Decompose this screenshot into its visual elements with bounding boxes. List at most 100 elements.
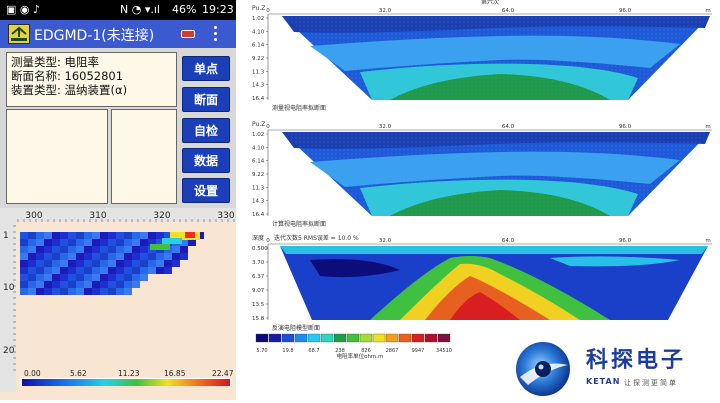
panel-y-tick: 6.37 (252, 274, 265, 280)
measurement-info: 测量类型: 电阻率 断面名称: 16052801 装置类型: 温纳装置(α) (6, 52, 177, 107)
phone-data-cell (20, 239, 28, 246)
phone-data-cell (44, 267, 52, 274)
panel-y-tick: 9.07 (252, 288, 265, 294)
phone-data-cell (124, 274, 132, 281)
sub-panel-right (111, 109, 177, 204)
phone-data-cell (116, 239, 124, 246)
panel-y-tick: 4.10 (252, 29, 265, 35)
brand-slogan: 让探测更简单 (624, 379, 678, 387)
phone-data-cell (92, 274, 100, 281)
phone-data-cell (76, 239, 84, 246)
sim-icon: ▣ ◉ ♪ (6, 3, 41, 16)
measure-type: 测量类型: 电阻率 (11, 55, 100, 69)
phone-data-cell (124, 281, 132, 288)
self-check-button[interactable]: 自检 (182, 118, 230, 143)
phone-data-cell (44, 239, 52, 246)
phone-data-cell (84, 246, 92, 253)
phone-data-cell (60, 253, 68, 260)
legend-title: 电阻率单位ohm.m (337, 352, 384, 360)
phone-data-cell (116, 288, 124, 295)
brand-name-en: KETAN (586, 377, 621, 386)
legend-swatch (359, 333, 373, 343)
panel-x-tick: 64.0 (502, 8, 515, 14)
section-button[interactable]: 断面 (182, 87, 230, 112)
panel-band-cyan (550, 256, 680, 267)
phone-data-cell (140, 246, 148, 253)
phone-data-cell (20, 253, 28, 260)
legend-swatch (294, 333, 308, 343)
panel-dots (282, 16, 710, 100)
phone-data-cell (36, 232, 44, 239)
phone-data-cell (172, 253, 180, 260)
phone-data-cell (100, 274, 108, 281)
phone-data-cell (84, 260, 92, 267)
legend-value: 9947 (412, 348, 425, 354)
phone-data-cell (156, 253, 164, 260)
phone-data-cell (44, 246, 52, 253)
phone-data-cell (100, 253, 108, 260)
phone-data-cell (148, 232, 156, 239)
phone-data-cell (52, 281, 60, 288)
phone-data-cell (188, 239, 196, 246)
phone-data-cell (52, 232, 60, 239)
panel-y-tick: 14.3 (252, 199, 265, 205)
phone-data-cell (44, 260, 52, 267)
panel-band-dark (310, 259, 400, 278)
phone-x-tick: 320 (153, 211, 170, 221)
phone-data-cell (44, 288, 52, 295)
phone-data-cell (84, 239, 92, 246)
phone-data-cell (28, 239, 36, 246)
phone-scale-label: 22.47 (212, 369, 234, 378)
panel-y-tick: 14.3 (252, 83, 265, 89)
phone-data-cell (20, 246, 28, 253)
phone-data-cell (60, 239, 68, 246)
legend-value: 2867 (386, 348, 399, 354)
phone-data-cell (116, 267, 124, 274)
panel-x-tick: 0 (266, 124, 270, 130)
phone-data-cell (84, 274, 92, 281)
phone-data-cell (116, 232, 124, 239)
data-button[interactable]: 数据 (182, 148, 230, 173)
phone-data-cell (44, 281, 52, 288)
panel-band-red (450, 292, 520, 320)
panel-y-tick: 11.3 (252, 69, 265, 75)
phone-data-cell (172, 260, 180, 267)
phone-data-cell (124, 253, 132, 260)
legend-swatch (385, 333, 399, 343)
legend-swatch (346, 333, 360, 343)
panel-ylabel: Pu.Z (252, 5, 265, 12)
panel-y-tick: 1.02 (252, 132, 264, 138)
phone-data-cell (100, 288, 108, 295)
phone-data-cell (76, 232, 84, 239)
battery-status: 46% (172, 3, 197, 16)
phone-data-cell (132, 246, 140, 253)
legend-value: 19.8 (282, 348, 293, 354)
phone-x-tick: 300 (25, 211, 42, 221)
phone-data-cell (156, 232, 164, 239)
phone-scale-label: 5.62 (70, 369, 87, 378)
panel-top-label: 第六次 (481, 0, 499, 6)
clock: 19:23 (202, 3, 234, 16)
phone-data-cell (124, 232, 132, 239)
settings-button[interactable]: 设置 (182, 178, 230, 203)
connection-status-icon[interactable] (181, 30, 195, 38)
phone-data-cell (116, 246, 124, 253)
single-point-button[interactable]: 单点 (182, 56, 230, 81)
panel-y-tick: 6.14 (252, 159, 265, 165)
panel-x-tick: m (705, 238, 710, 244)
phone-data-cell (36, 281, 44, 288)
phone-data-cell (92, 260, 100, 267)
phone-x-tick: 330 (217, 211, 234, 221)
phone-data-cell (140, 253, 148, 260)
overflow-menu-icon[interactable] (213, 26, 219, 42)
section-panel-2: Pu.Z 0 32.0 64.0 96.0 m 1.02 4.10 6.14 9.22 11.3 14… (252, 121, 712, 228)
phone-data-cell (124, 260, 132, 267)
phone-data-cell (68, 253, 76, 260)
phone-data-cell (20, 260, 28, 267)
phone-data-cell (156, 260, 164, 267)
pseudosection-preview: 300 310 320 330 1 10 20 0.00 5.62 11.23 16.85 22.… (0, 208, 236, 400)
phone-data-cell (140, 232, 148, 239)
phone-data-cell (156, 239, 164, 246)
phone-data-cell (20, 267, 28, 274)
phone-data-cell (185, 232, 195, 238)
